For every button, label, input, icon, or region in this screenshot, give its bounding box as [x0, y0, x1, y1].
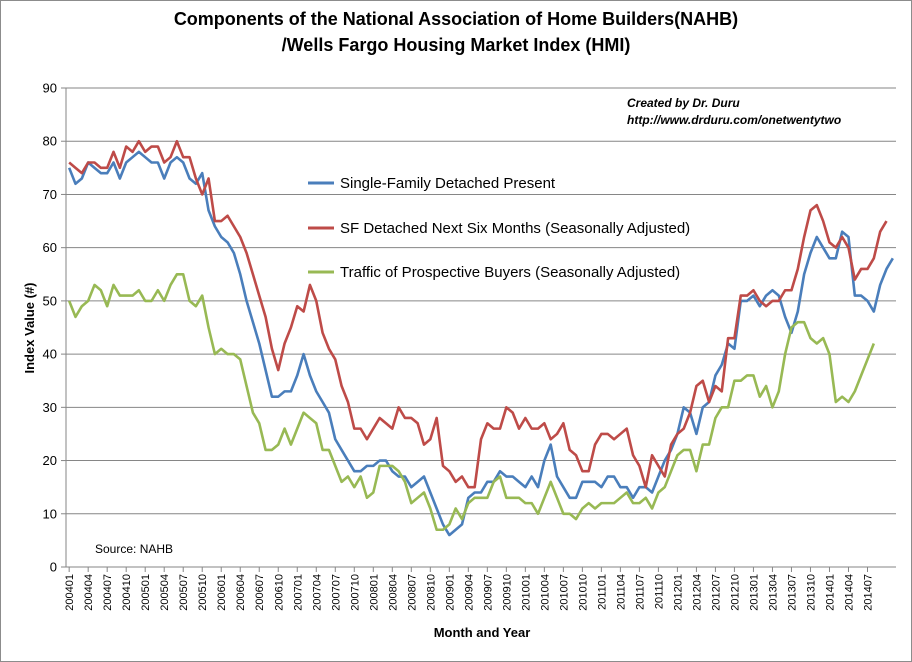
y-axis-label: Index Value (#)	[22, 282, 37, 373]
x-tick-label-200704: 200704	[311, 574, 323, 611]
y-tick-label-60: 60	[43, 240, 57, 255]
x-tick-label-200510: 200510	[197, 574, 209, 611]
x-tick-label-201010: 201010	[577, 574, 589, 611]
x-tick-label-200401: 200401	[64, 574, 76, 611]
x-tick-label-201007: 201007	[558, 574, 570, 611]
series-line-sf-detached-next-six-months-seasonally-adjusted	[68, 139, 888, 489]
x-tick-label-200507: 200507	[178, 574, 190, 611]
series-lines	[67, 139, 894, 537]
x-tick-label-200907: 200907	[482, 574, 494, 611]
y-tick-label-70: 70	[43, 187, 57, 202]
y-tick-label-0: 0	[50, 560, 57, 575]
x-tick-label-200804: 200804	[387, 574, 399, 611]
x-tick-label-200807: 200807	[406, 574, 418, 611]
x-tick-label-201201: 201201	[672, 574, 684, 611]
source-note: Source: NAHB	[95, 542, 173, 556]
x-tick-label-200904: 200904	[463, 574, 475, 611]
x-tick-label-201204: 201204	[691, 574, 703, 611]
y-gridlines	[66, 87, 896, 515]
x-tick-label-201107: 201107	[634, 574, 646, 610]
legend: Single-Family Detached Present SF Detach…	[308, 175, 690, 281]
x-tick-label-201110: 201110	[653, 574, 665, 609]
y-tick-label-50: 50	[43, 293, 57, 308]
x-tick-label-200701: 200701	[292, 574, 304, 611]
x-tick-label-200810: 200810	[425, 574, 437, 611]
x-tick-label-201307: 201307	[786, 574, 798, 611]
x-tick-label-200610: 200610	[273, 574, 285, 611]
credit-url: http://www.drduru.com/onetwentytwo	[627, 113, 841, 127]
legend-label-next-six-months: SF Detached Next Six Months (Seasonally …	[340, 220, 690, 237]
legend-label-traffic: Traffic of Prospective Buyers (Seasonall…	[340, 264, 680, 281]
x-tick-label-200910: 200910	[501, 574, 513, 611]
x-tick-label-201001: 201001	[520, 574, 532, 611]
y-tick-label-40: 40	[43, 347, 57, 362]
x-tick-label-200604: 200604	[235, 574, 247, 611]
y-tick-label-10: 10	[43, 506, 57, 521]
chart-title-line1: Components of the National Association o…	[174, 9, 738, 29]
x-tick-label-200901: 200901	[444, 574, 456, 611]
x-tick-label-200404: 200404	[83, 574, 95, 611]
x-tick-label-200504: 200504	[159, 574, 171, 611]
series-line-single-family-detached-present	[67, 150, 894, 537]
x-axis-label: Month and Year	[434, 625, 531, 640]
x-tick-label-201207: 201207	[710, 574, 722, 611]
x-tick-label-200607: 200607	[254, 574, 266, 611]
x-tick-label-201101: 201101	[596, 574, 608, 610]
x-tick-label-201210: 201210	[729, 574, 741, 611]
y-tick-label-30: 30	[43, 400, 57, 415]
chart-title-line2: /Wells Fargo Housing Market Index (HMI)	[282, 35, 631, 55]
x-tick-label-200710: 200710	[349, 574, 361, 611]
x-tick-label-201301: 201301	[748, 574, 760, 611]
x-tick-label-200410: 200410	[121, 574, 133, 611]
x-tick-label-201407: 201407	[862, 574, 874, 611]
legend-label-single-family: Single-Family Detached Present	[340, 175, 556, 192]
x-tick-label-200601: 200601	[216, 574, 228, 611]
x-tick-label-200801: 200801	[368, 574, 380, 611]
x-tick-label-201401: 201401	[824, 574, 836, 611]
x-tick-label-201404: 201404	[843, 574, 855, 611]
y-tick-label-90: 90	[43, 81, 57, 96]
x-tick-label-201104: 201104	[615, 574, 627, 610]
x-tick-labels: 200401 200404 200407 200410 200501 200504 2005…	[64, 567, 874, 611]
y-tick-label-80: 80	[43, 134, 57, 149]
credit-author: Created by Dr. Duru	[627, 96, 740, 110]
plot-area	[66, 88, 896, 567]
series-line-traffic-of-prospective-buyers-seasonally-adjusted	[67, 272, 876, 532]
y-tick-labels: 0 10 20 30 40 50 60 70 80 90	[43, 81, 66, 575]
x-tick-label-200707: 200707	[330, 574, 342, 611]
x-tick-label-201304: 201304	[767, 574, 779, 611]
x-tick-label-200407: 200407	[102, 574, 114, 611]
y-tick-label-20: 20	[43, 453, 57, 468]
x-tick-label-201004: 201004	[539, 574, 551, 611]
x-tick-label-200501: 200501	[140, 574, 152, 611]
x-tick-label-201310: 201310	[805, 574, 817, 611]
